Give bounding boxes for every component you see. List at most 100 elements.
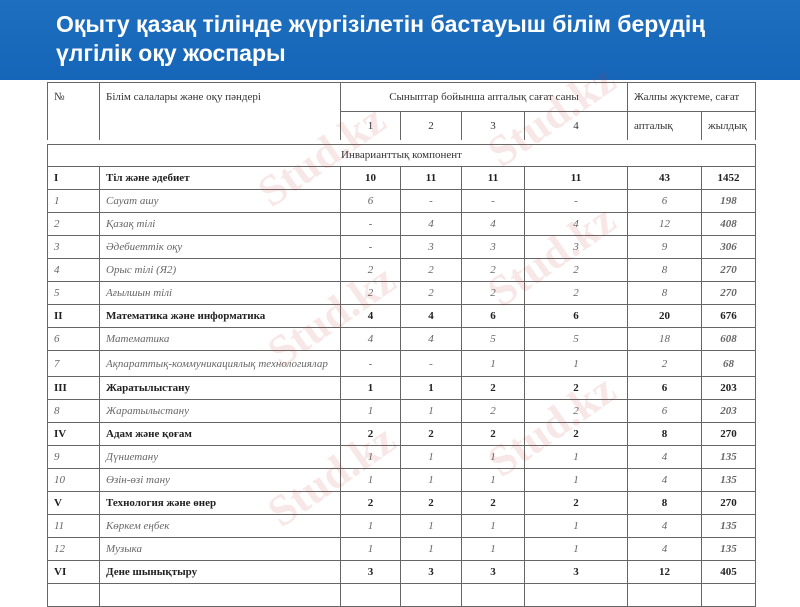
row-subject: Өзін-өзі тану: [99, 468, 341, 492]
yearly-total: 408: [701, 212, 756, 236]
grade-hours: 2: [524, 258, 628, 282]
yearly-total: 270: [701, 281, 756, 305]
grade-hours: 1: [340, 514, 401, 538]
grade-hours: 2: [400, 258, 462, 282]
row-number: 2: [47, 212, 100, 236]
table-row: IV Адам және қоғам 2 2 2 2 8 270: [47, 422, 756, 446]
table-row: 8 Жаратылыстану 1 1 2 2 6 203: [47, 399, 756, 423]
grade-hours: 3: [524, 560, 628, 584]
yearly-total: 198: [701, 189, 756, 213]
table-row: 12 Музыка 1 1 1 1 4 135: [47, 537, 756, 561]
grade-hours: 2: [461, 376, 525, 400]
grade-hours: 4: [340, 304, 401, 328]
yearly-total: 135: [701, 537, 756, 561]
grade-hours: -: [400, 189, 462, 213]
empty-cell: [701, 583, 756, 607]
grade-hours: 1: [461, 445, 525, 469]
row-subject: Сауат ашу: [99, 189, 341, 213]
table-row: 10 Өзін-өзі тану 1 1 1 1 4 135: [47, 468, 756, 492]
grade-hours: 6: [524, 304, 628, 328]
grade-hours: 4: [400, 304, 462, 328]
grade-hours: 1: [400, 376, 462, 400]
row-number: VI: [47, 560, 100, 584]
empty-cell: [340, 583, 401, 607]
yearly-total: 135: [701, 445, 756, 469]
header-yearly: жылдық: [701, 111, 756, 143]
grade-hours: 1: [524, 445, 628, 469]
row-subject: Жаратылыстану: [99, 376, 341, 400]
row-subject: Ақпараттық-коммуникациялық технологиялар: [99, 350, 341, 377]
grade-hours: 2: [340, 258, 401, 282]
row-number: 9: [47, 445, 100, 469]
yearly-total: 306: [701, 235, 756, 259]
grade-hours: 2: [524, 491, 628, 515]
grade-hours: 1: [524, 514, 628, 538]
weekly-total: 6: [627, 399, 702, 423]
row-number: I: [47, 166, 100, 190]
grade-hours: 2: [524, 422, 628, 446]
row-subject: Математика және информатика: [99, 304, 341, 328]
row-number: 7: [47, 350, 100, 377]
row-subject: Технология және өнер: [99, 491, 341, 515]
header-grade-3: 3: [461, 111, 525, 143]
table-row: 11 Көркем еңбек 1 1 1 1 4 135: [47, 514, 756, 538]
row-subject: Математика: [99, 327, 341, 351]
table-row: VI Дене шынықтыру 3 3 3 3 12 405: [47, 560, 756, 584]
weekly-total: 4: [627, 537, 702, 561]
empty-cell: [47, 583, 100, 607]
grade-hours: 11: [461, 166, 525, 190]
grade-hours: 4: [340, 327, 401, 351]
grade-hours: 1: [524, 468, 628, 492]
row-number: 4: [47, 258, 100, 282]
grade-hours: 3: [461, 560, 525, 584]
grade-hours: 1: [461, 468, 525, 492]
weekly-total: 8: [627, 491, 702, 515]
yearly-total: 135: [701, 514, 756, 538]
empty-cell: [99, 583, 341, 607]
grade-hours: 3: [524, 235, 628, 259]
yearly-total: 608: [701, 327, 756, 351]
weekly-total: 2: [627, 350, 702, 377]
grade-hours: 3: [400, 560, 462, 584]
weekly-total: 6: [627, 376, 702, 400]
table-row: III Жаратылыстану 1 1 2 2 6 203: [47, 376, 756, 400]
table-row: I Тіл және әдебиет 10 11 11 11 43 1452: [47, 166, 756, 190]
grade-hours: -: [461, 189, 525, 213]
grade-hours: 1: [400, 537, 462, 561]
weekly-total: 8: [627, 422, 702, 446]
weekly-total: 12: [627, 212, 702, 236]
curriculum-table: № Білім салалары және оқу пәндері Сыныпт…: [47, 82, 756, 607]
row-subject: Музыка: [99, 537, 341, 561]
row-number: 6: [47, 327, 100, 351]
grade-hours: 4: [400, 212, 462, 236]
yearly-total: 203: [701, 376, 756, 400]
grade-hours: -: [524, 189, 628, 213]
grade-hours: -: [400, 350, 462, 377]
grade-hours: 1: [461, 514, 525, 538]
grade-hours: 1: [340, 376, 401, 400]
grade-hours: 10: [340, 166, 401, 190]
table-row: [47, 583, 756, 607]
row-number: 11: [47, 514, 100, 538]
slide-title-bar: Оқыту қазақ тілінде жүргізілетін бастауы…: [0, 0, 800, 80]
grade-hours: 2: [461, 399, 525, 423]
yearly-total: 676: [701, 304, 756, 328]
weekly-total: 4: [627, 514, 702, 538]
grade-hours: 6: [461, 304, 525, 328]
row-subject: Әдебиеттік оқу: [99, 235, 341, 259]
grade-hours: 1: [461, 537, 525, 561]
grade-hours: 3: [400, 235, 462, 259]
grade-hours: 2: [340, 422, 401, 446]
row-number: 10: [47, 468, 100, 492]
header-total-load: Жалпы жүктеме, сағат: [627, 82, 756, 112]
grade-hours: 1: [340, 445, 401, 469]
table-row: 4 Орыс тілі (Я2) 2 2 2 2 8 270: [47, 258, 756, 282]
yearly-total: 270: [701, 491, 756, 515]
row-subject: Ағылшын тілі: [99, 281, 341, 305]
yearly-total: 270: [701, 258, 756, 282]
weekly-total: 9: [627, 235, 702, 259]
grade-hours: 1: [340, 468, 401, 492]
grade-hours: 2: [461, 491, 525, 515]
grade-hours: 2: [524, 281, 628, 305]
grade-hours: 1: [524, 350, 628, 377]
